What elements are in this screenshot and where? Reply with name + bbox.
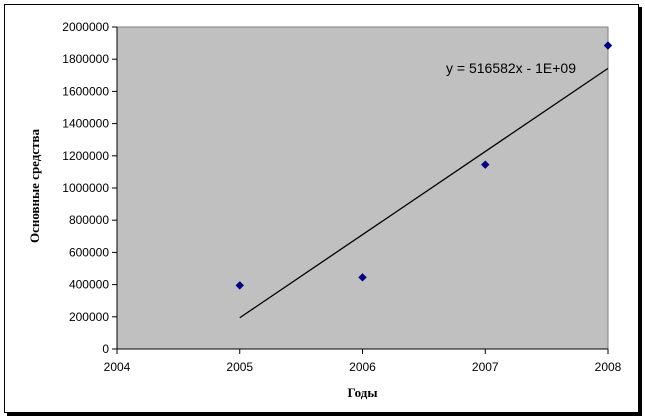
y-tick-label: 1400000 — [62, 117, 109, 131]
y-tick-label: 1200000 — [62, 149, 109, 163]
data-point — [235, 281, 244, 290]
x-tick-label: 2006 — [349, 360, 376, 374]
x-tick-label: 2007 — [472, 360, 499, 374]
y-tick-label: 1800000 — [62, 52, 109, 66]
trendline — [239, 67, 609, 319]
y-axis-title: Основные средства — [27, 128, 42, 243]
y-tick-label: 200000 — [69, 310, 109, 324]
x-tick-label: 2008 — [595, 360, 622, 374]
y-tick-label: 400000 — [69, 278, 109, 292]
x-axis: 2004 2005 2006 2007 2008 — [104, 348, 622, 374]
x-axis-title: Годы — [348, 385, 378, 400]
y-tick-label: 600000 — [69, 245, 109, 259]
trendline-equation: y = 516582x - 1E+09 — [446, 60, 576, 76]
y-tick-label: 0 — [102, 342, 109, 356]
data-point — [358, 273, 367, 282]
plot-area — [116, 26, 609, 350]
x-tick-label: 2004 — [104, 360, 131, 374]
y-tick-label: 800000 — [69, 213, 109, 227]
x-tick-label: 2005 — [226, 360, 253, 374]
data-point — [603, 41, 613, 50]
data-points — [235, 41, 613, 290]
y-tick-label: 1000000 — [62, 181, 109, 195]
y-tick-label: 2000000 — [62, 20, 109, 34]
y-tick-label: 1600000 — [62, 84, 109, 98]
y-axis: 0 200000 400000 600000 800000 1000000 1200000 1… — [62, 20, 118, 356]
data-point — [481, 160, 490, 169]
